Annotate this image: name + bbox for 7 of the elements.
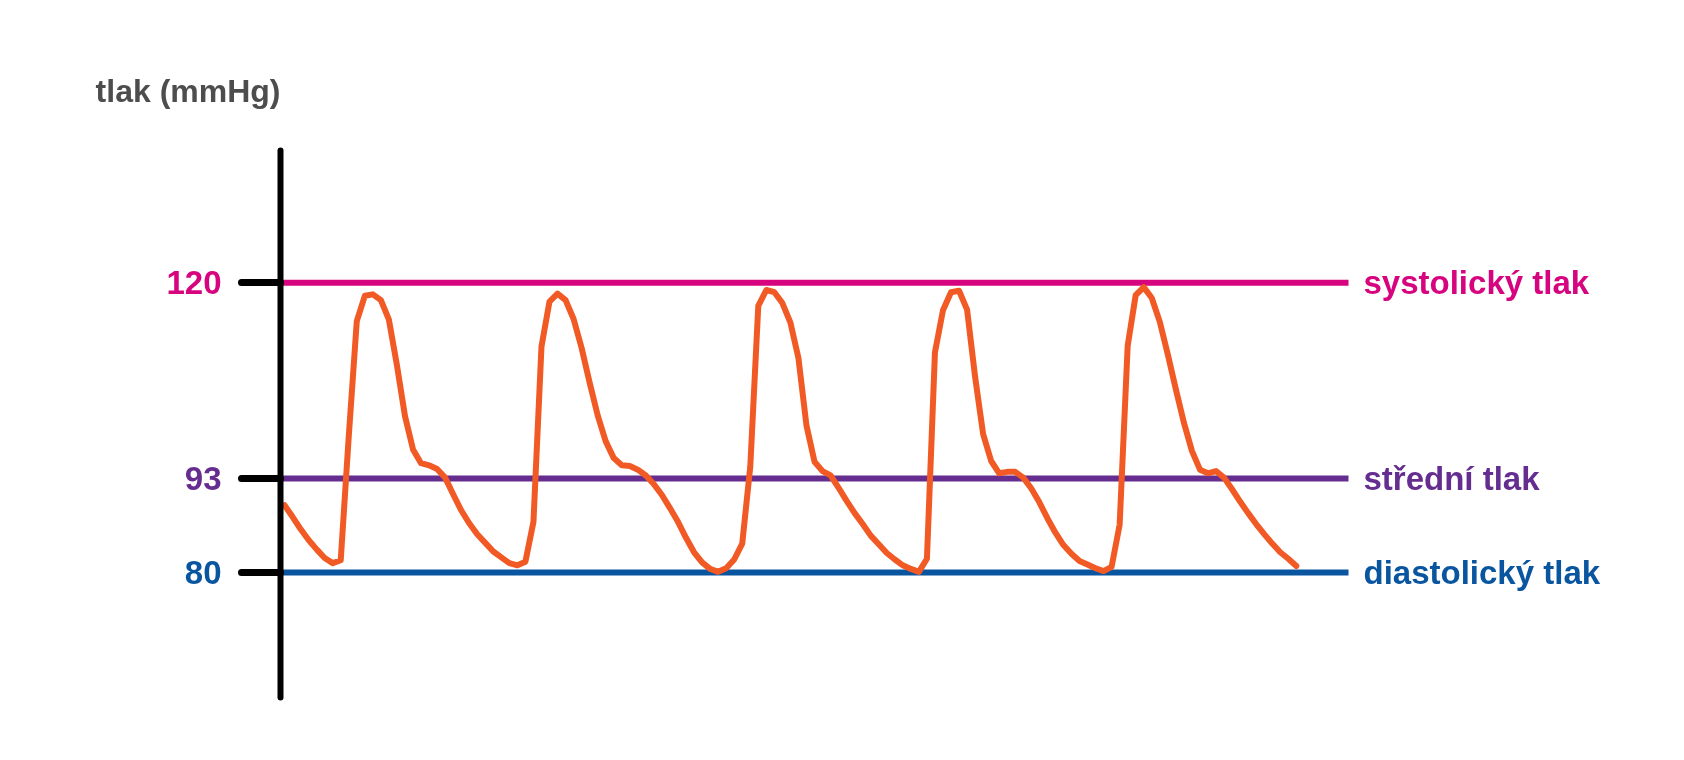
y-tick-label: 80 xyxy=(184,554,222,592)
ref-line-label: diastolický tlak xyxy=(1363,554,1601,592)
ref-line-label: systolický tlak xyxy=(1363,264,1590,302)
y-axis-title: tlak (mmHg) xyxy=(95,72,281,109)
ref-line-label: střední tlak xyxy=(1363,459,1541,497)
y-tick-label: 120 xyxy=(166,264,222,302)
y-tick-label: 93 xyxy=(184,459,222,497)
